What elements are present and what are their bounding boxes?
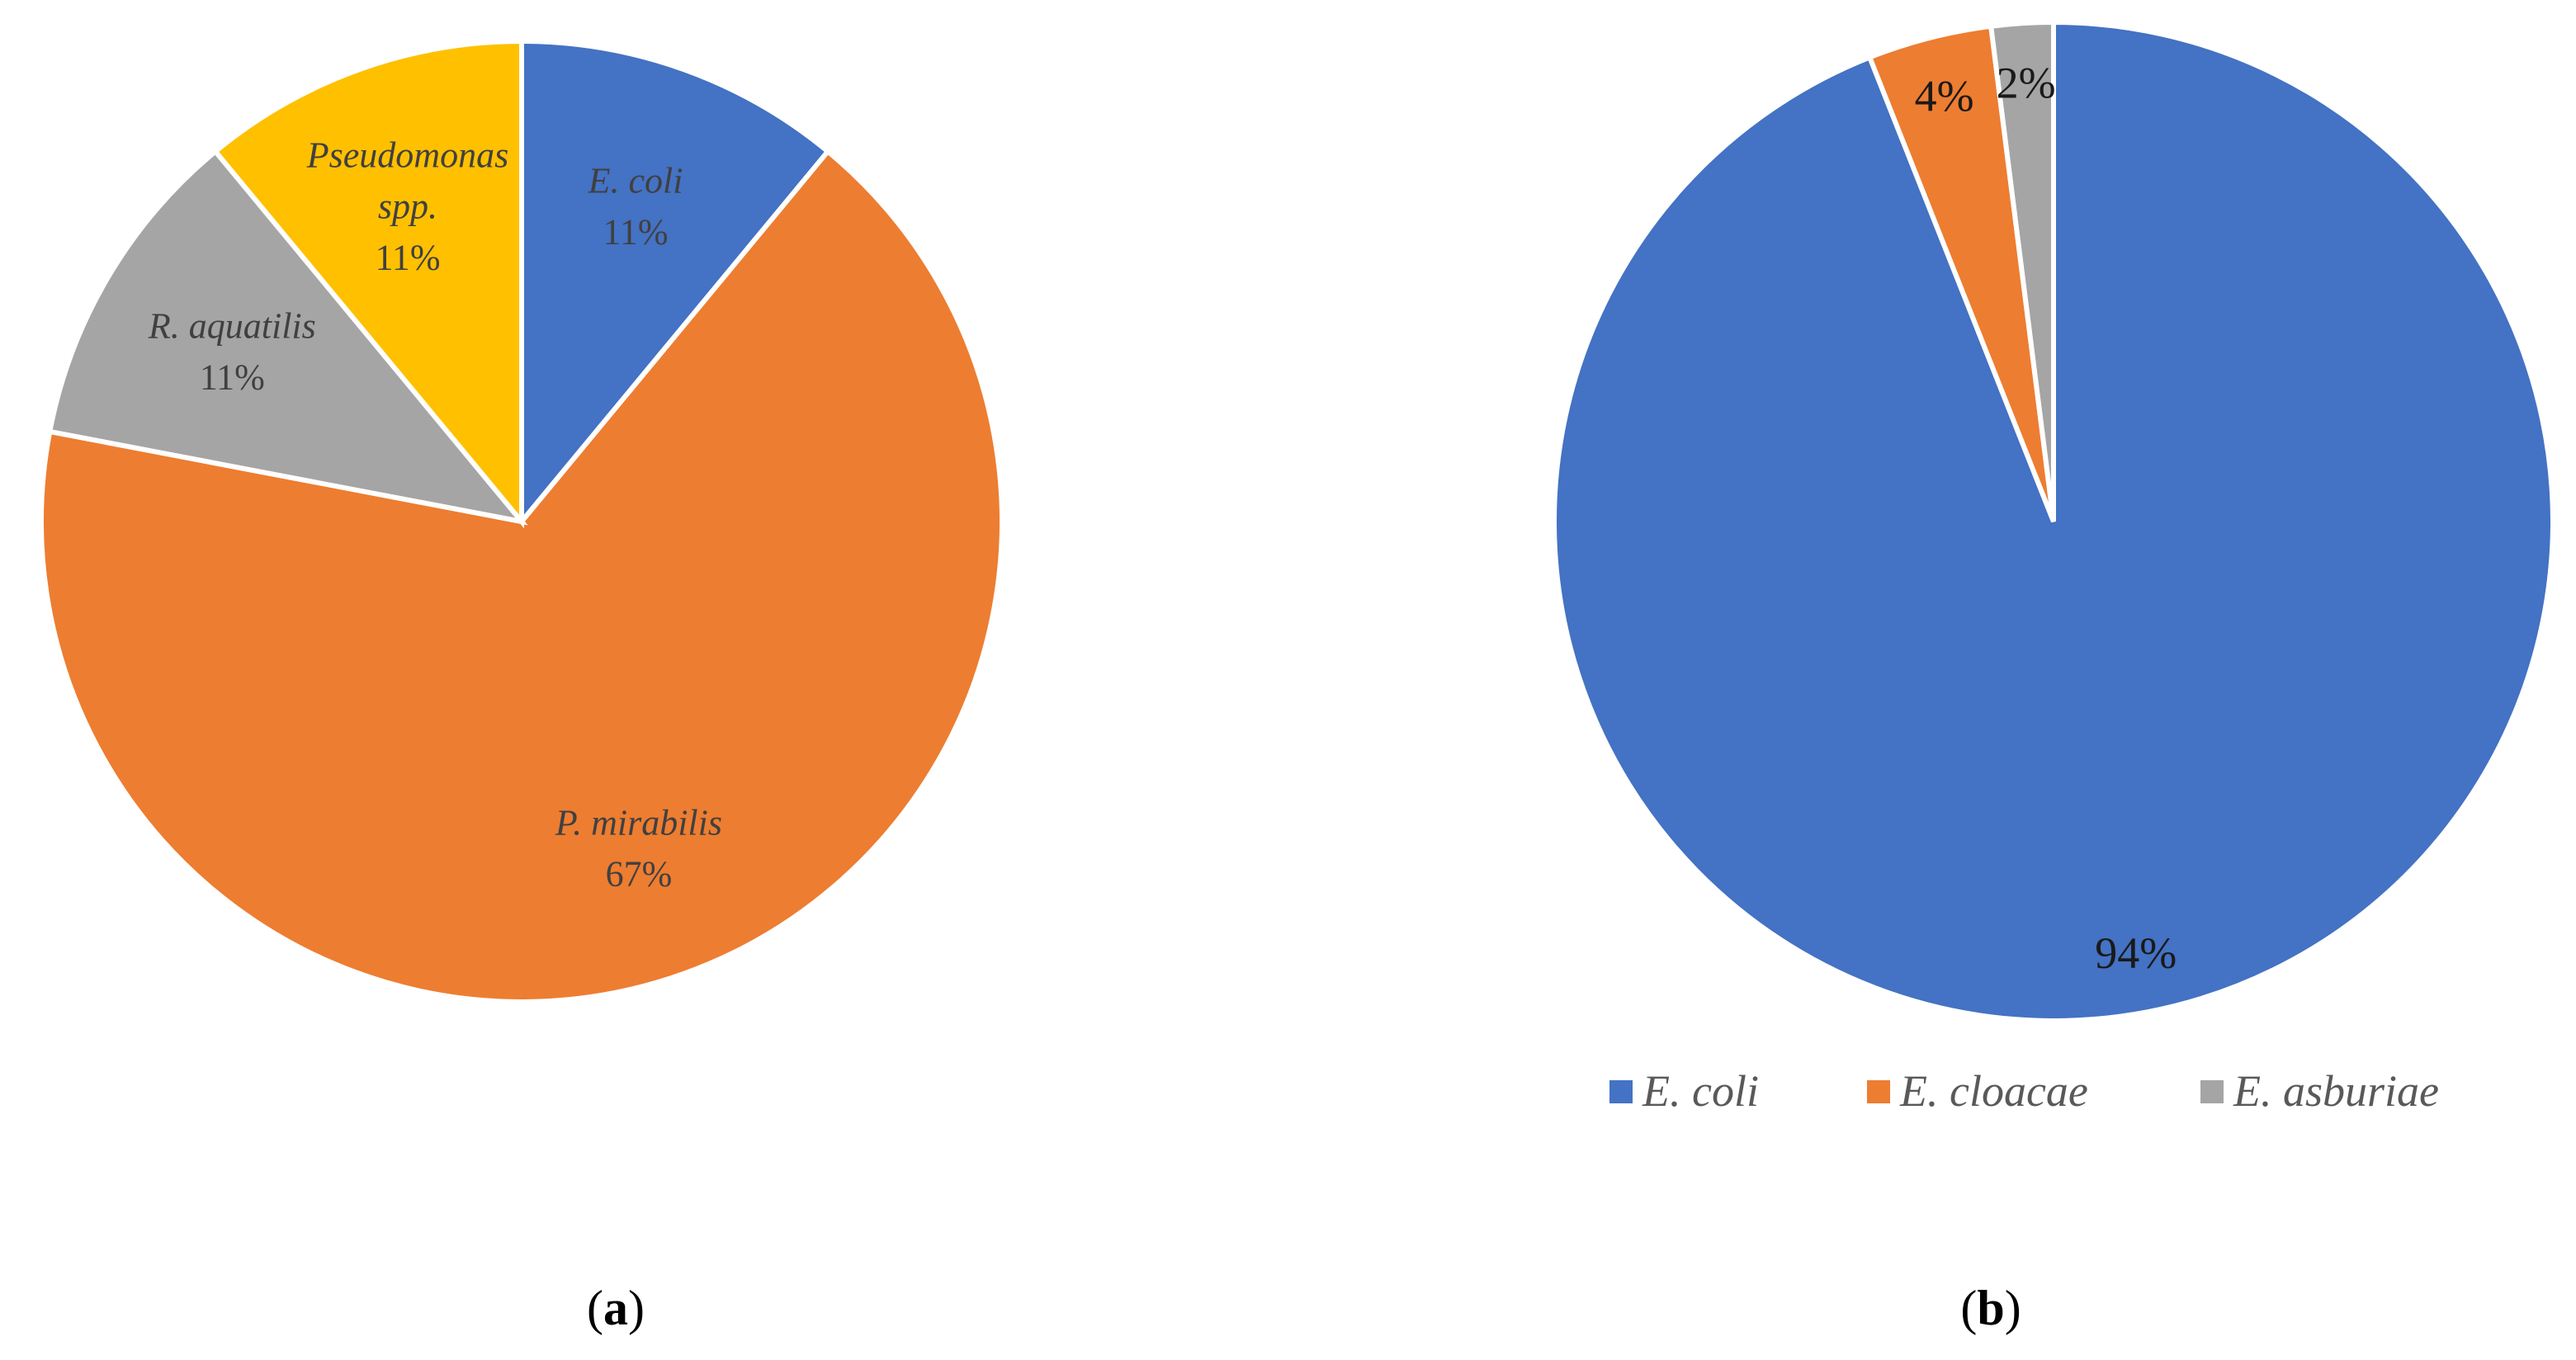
pie-slice-p-mirabilis [39,148,1004,1004]
pie-slice-pseudomonas-spp [211,38,524,529]
slice-name-label: R. aquatilis [148,306,316,347]
slice-name-label: spp. [378,187,437,227]
panel-caption-a: (a) [587,1281,645,1335]
pie-slice-r-aquatilis [46,148,528,526]
pie-chart-a: E. coli 11% P. mirabilis 67% R. aquatilis 11%… [39,38,1004,1004]
slice-value-label: 2% [1997,59,2056,108]
legend-item-e-coli: E. coli [1609,1066,1759,1116]
legend-item-e-cloacae: E. cloacae [1867,1066,2088,1116]
legend-item-e-asburiae: E. asburiae [2200,1066,2439,1116]
legend-b: E. coli E. cloacae E. asburiae [1609,1066,2439,1116]
slice-value-label: 11% [375,238,440,278]
legend-swatch [1609,1080,1633,1103]
pie-slice-e-coli [519,38,832,529]
legend-swatch [1867,1080,1890,1103]
legend-swatch [2200,1080,2224,1103]
slice-value-label: 67% [606,853,673,894]
legend-label: E. coli [1642,1066,1759,1116]
legend-label: E. cloacae [1899,1066,2088,1116]
pie-slice-e-asburiae [1988,19,2056,522]
slice-value-label: 11% [200,357,265,398]
slice-name-label: P. mirabilis [555,802,722,843]
slice-value-label: 94% [2095,928,2177,978]
legend-label: E. asburiae [2233,1066,2439,1116]
panel-caption-b: (b) [1960,1281,2021,1335]
pie-chart-b: 94% 4% 2% [1552,19,2555,1023]
slice-name-label: Pseudomonas [306,135,508,176]
slice-name-label: E. coli [588,161,683,201]
slice-value-label: 11% [603,212,668,253]
slice-value-label: 4% [1915,71,1974,120]
